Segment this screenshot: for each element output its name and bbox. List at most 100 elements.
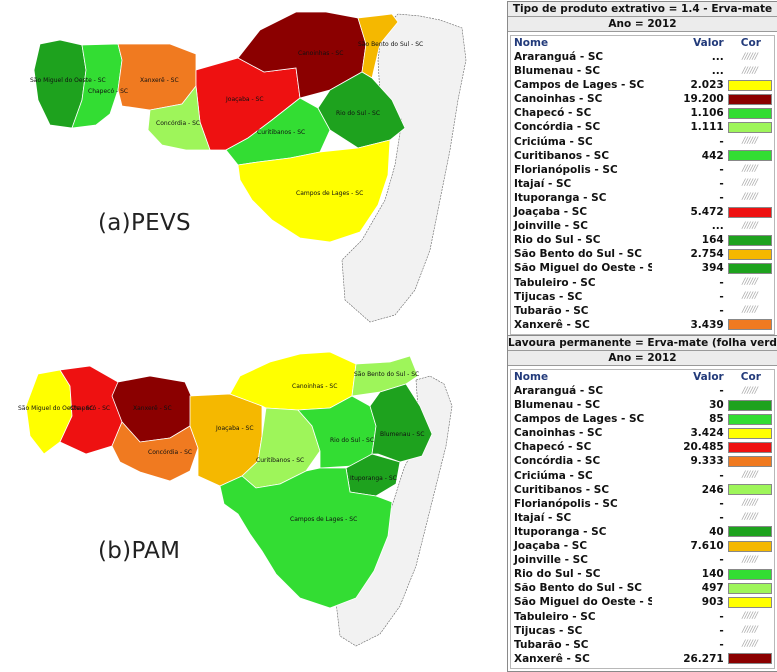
region-concordia[interactable] <box>147 84 211 151</box>
table-row[interactable]: Tijucas - SC - ////// <box>511 290 774 304</box>
color-swatch <box>727 248 772 260</box>
row-name: São Miguel do Oeste - SC <box>514 262 652 275</box>
row-value: - <box>719 276 724 289</box>
region-rio-do-sul[interactable] <box>317 71 406 149</box>
no-color-hatch: ////// <box>742 611 758 622</box>
table-row[interactable]: Xanxerê - SC 26.271 <box>511 652 774 666</box>
row-name: Tabuleiro - SC <box>514 276 596 289</box>
row-color-cell: ////// <box>728 50 774 64</box>
no-color-hatch: ////// <box>742 51 758 62</box>
row-value: - <box>719 290 724 303</box>
row-color-cell <box>727 261 774 275</box>
table-row[interactable]: Ituporanga - SC - ////// <box>511 191 774 205</box>
table-row[interactable]: Concórdia - SC 9.333 <box>511 454 774 468</box>
table-row[interactable]: Tubarão - SC - ////// <box>511 304 774 318</box>
table-row[interactable]: Joinville - SC... ////// <box>511 219 774 233</box>
column-header-value[interactable]: Valor <box>693 371 724 383</box>
column-header-name[interactable]: Nome <box>514 37 549 49</box>
row-name: Tijucas - SC <box>514 290 583 303</box>
row-color-cell: ////// <box>728 163 774 177</box>
table-row[interactable]: Criciúma - SC - ////// <box>511 469 774 483</box>
row-color-cell: ////// <box>728 553 774 567</box>
table-row[interactable]: Canoinhas - SC 3.424 <box>511 426 774 440</box>
region-campos-de-lages[interactable] <box>237 139 391 243</box>
row-value: - <box>719 304 724 317</box>
table-row[interactable]: Canoinhas - SC 19.200 <box>511 92 774 106</box>
table-row[interactable]: Curitibanos - SC 442 <box>511 149 774 163</box>
table-row[interactable]: Concórdia - SC 1.111 <box>511 120 774 134</box>
table-row[interactable]: Tabuleiro - SC - ////// <box>511 610 774 624</box>
map-pevs: São Miguel do Oeste - SC Chapecó - SC Xa… <box>0 0 480 330</box>
color-swatch <box>727 582 772 594</box>
region-label-concordia: Concórdia - SC <box>156 120 200 127</box>
caption-pevs: (a)PEVS <box>98 210 191 236</box>
table-row[interactable]: Joaçaba - SC 7.610 <box>511 539 774 553</box>
table-row[interactable]: São Bento do Sul - SC 2.754 <box>511 247 774 261</box>
table-row[interactable]: Araranguá - SC - ////// <box>511 384 774 398</box>
row-color-cell <box>727 567 774 581</box>
table-row[interactable]: São Miguel do Oeste - SC 903 <box>511 595 774 609</box>
color-swatch <box>727 540 772 552</box>
table-row[interactable]: Rio do Sul - SC 164 <box>511 233 774 247</box>
row-color-cell: ////// <box>728 219 774 233</box>
table-row[interactable]: Curitibanos - SC 246 <box>511 483 774 497</box>
table-row[interactable]: São Miguel do Oeste - SC 394 <box>511 261 774 275</box>
table-row[interactable]: Tijucas - SC - ////// <box>511 624 774 638</box>
table-row[interactable]: Criciúma - SC - ////// <box>511 135 774 149</box>
region-sao-bento-do-sul[interactable] <box>357 13 399 79</box>
legend-header-row: Nome Valor Cor <box>511 36 774 50</box>
row-name: Florianópolis - SC <box>514 163 618 176</box>
table-row[interactable]: São Bento do Sul - SC 497 <box>511 581 774 595</box>
table-row[interactable]: Tubarão - SC - ////// <box>511 638 774 652</box>
no-color-hatch: ////// <box>742 639 758 650</box>
table-row[interactable]: Ituporanga - SC 40 <box>511 525 774 539</box>
region-campos-de-lages[interactable] <box>219 467 393 609</box>
region-canoinhas[interactable] <box>229 351 357 411</box>
row-color-cell: ////// <box>728 511 774 525</box>
table-row[interactable]: Campos de Lages - SC 85 <box>511 412 774 426</box>
row-value: 394 <box>701 262 724 275</box>
no-color-hatch: ////// <box>742 498 758 509</box>
table-row[interactable]: Florianópolis - SC - ////// <box>511 163 774 177</box>
row-color-cell <box>727 149 774 163</box>
region-label-xanxere: Xanxerê - SC <box>133 405 172 412</box>
legend-header-row: Nome Valor Cor <box>511 370 774 384</box>
row-color-cell <box>727 120 774 134</box>
table-row[interactable]: Araranguá - SC... ////// <box>511 50 774 64</box>
row-name: Araranguá - SC <box>514 385 604 397</box>
region-sao-bento-do-sul[interactable] <box>351 355 419 397</box>
row-color-cell <box>727 233 774 247</box>
row-name: Xanxerê - SC <box>514 318 590 331</box>
row-color-cell <box>727 440 774 454</box>
column-header-name[interactable]: Nome <box>514 371 549 383</box>
no-color-hatch: ////// <box>742 65 758 76</box>
table-row[interactable]: Tabuleiro - SC - ////// <box>511 276 774 290</box>
region-label-rio-do-sul: Rio do Sul - SC <box>330 437 374 444</box>
region-chapeco[interactable] <box>59 365 123 455</box>
table-row[interactable]: Itajaí - SC - ////// <box>511 511 774 525</box>
table-row[interactable]: Itajaí - SC - ////// <box>511 177 774 191</box>
row-value: 26.271 <box>683 652 724 665</box>
no-color-hatch: ////// <box>742 136 758 147</box>
table-row[interactable]: Blumenau - SC 30 <box>511 398 774 412</box>
table-row[interactable]: Florianópolis - SC - ////// <box>511 497 774 511</box>
color-swatch <box>727 596 772 608</box>
column-header-value[interactable]: Valor <box>693 37 724 49</box>
table-row[interactable]: Chapecó - SC 1.106 <box>511 106 774 120</box>
row-value: 140 <box>701 568 724 581</box>
table-row[interactable]: Joaçaba - SC 5.472 <box>511 205 774 219</box>
region-blumenau[interactable] <box>369 383 433 463</box>
row-color-cell <box>727 581 774 595</box>
table-row[interactable]: Joinville - SC - ////// <box>511 553 774 567</box>
table-row[interactable]: Campos de Lages - SC 2.023 <box>511 78 774 92</box>
region-label-chapeco: Chapecó - SC <box>88 88 128 95</box>
table-row[interactable]: Rio do Sul - SC 140 <box>511 567 774 581</box>
table-row[interactable]: Xanxerê - SC 3.439 <box>511 318 774 332</box>
row-value: 497 <box>701 582 724 595</box>
row-name: Blumenau - SC <box>514 65 601 78</box>
table-row[interactable]: Blumenau - SC... ////// <box>511 64 774 78</box>
row-name: São Bento do Sul - SC <box>514 248 642 261</box>
table-row[interactable]: Chapecó - SC 20.485 <box>511 440 774 454</box>
row-color-cell <box>727 398 774 412</box>
row-name: Curitibanos - SC <box>514 149 610 162</box>
